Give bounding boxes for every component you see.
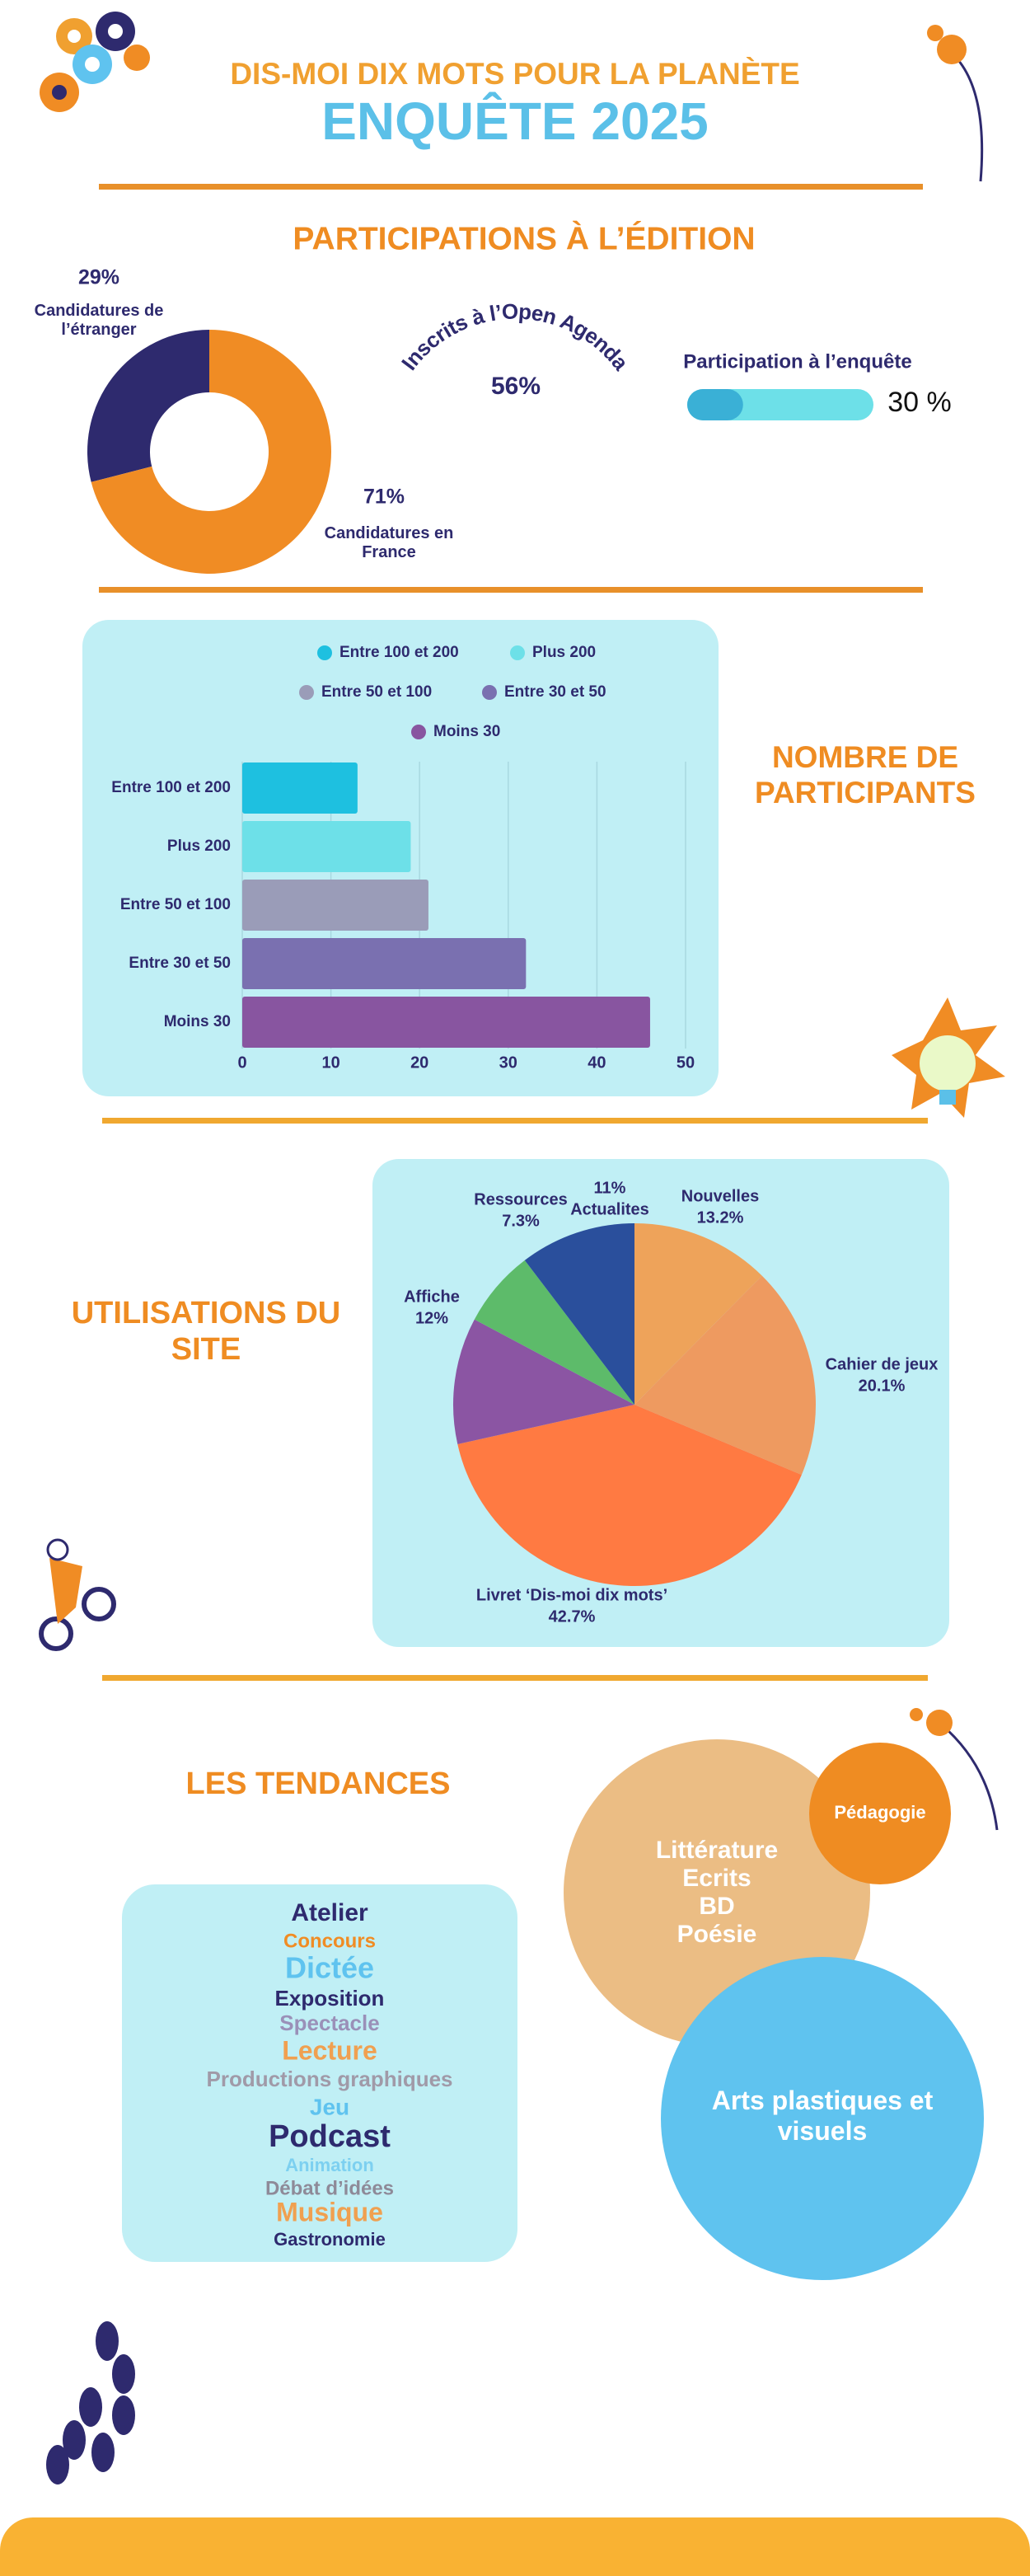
section-title: PARTICIPATIONS À L’ÉDITION — [293, 220, 755, 256]
separator — [99, 587, 923, 593]
y-tick-label: Entre 100 et 200 — [111, 779, 231, 796]
pie-slice — [453, 1319, 634, 1445]
y-tick-label: Moins 30 — [164, 1013, 231, 1030]
footer-band — [0, 2517, 1030, 2576]
bar — [242, 997, 650, 1048]
x-tick-label: 10 — [321, 1053, 339, 1072]
panel — [122, 1884, 517, 2262]
section-title: UTILISATIONS DU SITE — [71, 1296, 341, 1367]
legend-swatch — [510, 645, 525, 660]
bubble-label: Arts plastiques et visuels — [711, 2086, 934, 2146]
trend-word: Gastronomie — [274, 2229, 386, 2250]
x-tick-label: 40 — [588, 1053, 606, 1072]
pie-slice — [524, 1223, 634, 1405]
trend-word: Atelier — [291, 1899, 368, 1926]
value-label: 29% — [78, 266, 119, 289]
arc-title-text: Inscrits à l’Open Agenda — [396, 298, 634, 375]
bubble-label: Pédagogie — [834, 1802, 925, 1823]
slice-value: 13.2% — [697, 1208, 744, 1227]
title: DIS-MOI DIX MOTS POUR LA PLANÈTE — [230, 57, 799, 91]
legend-swatch — [411, 725, 426, 739]
progress-title: Participation à l’enquête — [683, 350, 911, 373]
slice-value: 7.3% — [502, 1212, 540, 1230]
flowers — [40, 12, 984, 182]
footprints — [46, 2321, 135, 2485]
section-title: LES TENDANCES — [186, 1767, 451, 1801]
trend-bubble — [809, 1743, 951, 1884]
legend-label: Moins 30 — [433, 723, 500, 740]
slice-value: 20.1% — [859, 1377, 906, 1395]
trend-word: Productions graphiques — [206, 2067, 452, 2091]
x-tick-label: 20 — [410, 1053, 428, 1072]
slice-label: Affiche — [404, 1288, 460, 1306]
arc-title: Inscrits à l’Open Agenda — [396, 298, 634, 375]
legend-swatch — [317, 645, 332, 660]
bar — [242, 938, 527, 989]
trend-word: Animation — [285, 2155, 374, 2175]
donut-slice — [87, 330, 209, 482]
category-label: Candidatures en France — [324, 524, 454, 561]
legend-label: Plus 200 — [532, 644, 596, 661]
y-tick-label: Entre 30 et 50 — [129, 955, 231, 972]
bubble-label: BD — [699, 1893, 734, 1920]
slice-label: Ressources — [474, 1190, 567, 1208]
trend-word: Spectacle — [279, 2011, 379, 2035]
bar — [242, 880, 428, 931]
slice-label: Livret ‘Dis-moi dix mots’ — [476, 1586, 667, 1604]
slice-label: Nouvelles — [681, 1187, 759, 1205]
progress-value: 30 % — [887, 387, 952, 418]
separator — [99, 184, 923, 190]
legend-swatch — [482, 685, 497, 700]
trend-word: Débat d’idées — [265, 2177, 394, 2199]
legend-label: Entre 100 et 200 — [339, 644, 459, 661]
y-tick-label: Plus 200 — [167, 838, 231, 855]
progress-fill — [687, 389, 743, 420]
bubble-label: Littérature — [656, 1837, 778, 1864]
slice-value: 42.7% — [549, 1607, 596, 1626]
trend-word: Jeu — [310, 2094, 349, 2119]
flower-icon — [910, 1708, 999, 1831]
trend-word: Lecture — [282, 2035, 377, 2065]
pie-slice — [474, 1260, 634, 1405]
bubble-label: Ecrits — [682, 1865, 751, 1892]
trend-word: Dictée — [285, 1951, 374, 1985]
separator — [102, 1118, 928, 1124]
trend-word: Podcast — [269, 2119, 391, 2154]
slice-value: 11% — [594, 1179, 626, 1197]
slice-label: Cahier de jeux — [826, 1355, 939, 1373]
donut-slice — [91, 330, 331, 575]
legend-swatch — [299, 685, 314, 700]
legend-label: Entre 30 et 50 — [504, 683, 606, 701]
category-label: Candidatures de l’étranger — [34, 302, 164, 339]
x-tick-label: 30 — [499, 1053, 517, 1072]
pie-slice — [457, 1405, 802, 1586]
bar — [242, 762, 358, 814]
sun-icon — [892, 997, 1005, 1118]
pie-slice — [634, 1223, 762, 1405]
x-tick-label: 50 — [677, 1053, 695, 1072]
legend-label: Entre 50 et 100 — [321, 683, 432, 701]
section-title: NOMBRE DE PARTICIPANTS — [755, 740, 976, 809]
y-tick-label: Entre 50 et 100 — [120, 896, 231, 913]
trend-word: Exposition — [275, 1986, 385, 2011]
cyclist-icon — [39, 1538, 116, 1651]
separator — [102, 1675, 928, 1681]
subtitle: ENQUÊTE 2025 — [321, 91, 709, 151]
bubble-label: Poésie — [677, 1921, 757, 1948]
trend-bubble — [661, 1957, 984, 2280]
x-tick-label: 0 — [237, 1053, 246, 1072]
stat-value: 56% — [491, 373, 541, 400]
trend-word: Concours — [283, 1930, 376, 1952]
slice-label: Actualites — [570, 1200, 649, 1218]
value-label: 71% — [363, 486, 405, 509]
trend-word: Musique — [276, 2197, 383, 2226]
slice-value: 12% — [415, 1309, 448, 1327]
pie-slice — [634, 1275, 816, 1476]
bar — [242, 821, 411, 872]
